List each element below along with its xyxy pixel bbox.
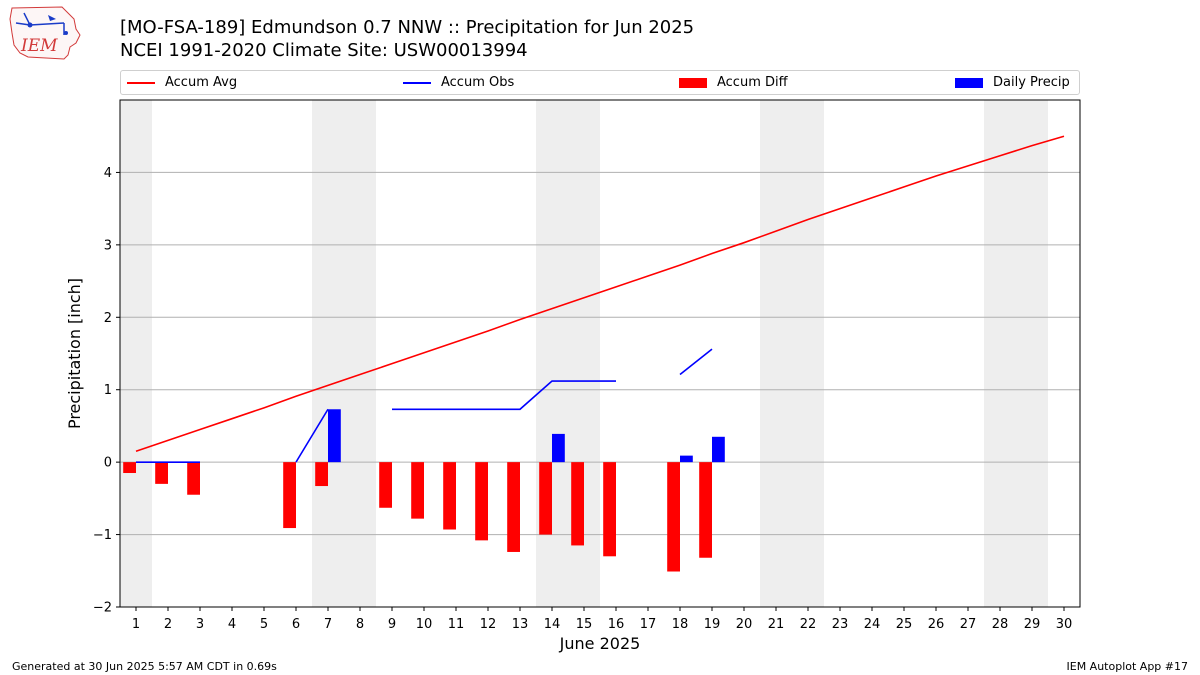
accum-diff-bar bbox=[667, 462, 680, 572]
x-tick-label: 1 bbox=[132, 617, 140, 632]
x-tick-label: 24 bbox=[864, 617, 881, 632]
x-tick-label: 15 bbox=[576, 617, 593, 632]
chart-title: [MO-FSA-189] Edmundson 0.7 NNW :: Precip… bbox=[120, 17, 695, 38]
accum-avg-line bbox=[135, 135, 1065, 453]
x-tick-label: 14 bbox=[544, 617, 561, 632]
x-tick-label: 6 bbox=[292, 617, 300, 632]
chart-subtitle: NCEI 1991-2020 Climate Site: USW00013994 bbox=[120, 40, 528, 61]
y-tick-label: 1 bbox=[104, 383, 112, 398]
legend-swatch-accum-diff bbox=[679, 77, 707, 88]
chart-legend: Accum Avg Accum Obs Accum Diff Daily Pre… bbox=[120, 70, 1080, 95]
x-tick-label: 5 bbox=[260, 617, 268, 632]
generated-footer: Generated at 30 Jun 2025 5:57 AM CDT in … bbox=[12, 660, 277, 673]
x-tick-label: 25 bbox=[896, 617, 913, 632]
x-tick-label: 20 bbox=[736, 617, 753, 632]
legend-swatch-accum-obs bbox=[403, 81, 431, 84]
accum-diff-bar bbox=[507, 462, 520, 552]
x-tick-label: 22 bbox=[800, 617, 817, 632]
legend-label-accum-obs: Accum Obs bbox=[441, 75, 515, 90]
weekend-band bbox=[984, 100, 1016, 607]
x-tick-label: 10 bbox=[416, 617, 433, 632]
x-tick-label: 12 bbox=[480, 617, 497, 632]
x-tick-label: 4 bbox=[228, 617, 236, 632]
x-tick-label: 8 bbox=[356, 617, 364, 632]
legend-item-accum-avg: Accum Avg bbox=[127, 71, 237, 94]
iem-logo: IEM bbox=[9, 6, 81, 60]
x-tick-label: 2 bbox=[164, 617, 172, 632]
x-tick-label: 28 bbox=[992, 617, 1009, 632]
weekend-band bbox=[792, 100, 824, 607]
legend-swatch-daily-precip bbox=[955, 77, 983, 88]
x-tick-label: 17 bbox=[640, 617, 657, 632]
x-tick-label: 9 bbox=[388, 617, 396, 632]
y-tick-label: 4 bbox=[104, 166, 112, 181]
legend-label-accum-avg: Accum Avg bbox=[165, 75, 238, 90]
accum-diff-bar bbox=[571, 462, 584, 546]
accum-diff-bar bbox=[443, 462, 456, 530]
x-tick-label: 23 bbox=[832, 617, 849, 632]
weekend-band bbox=[344, 100, 376, 607]
x-tick-label: 11 bbox=[448, 617, 465, 632]
legend-label-accum-diff: Accum Diff bbox=[717, 75, 788, 90]
y-tick-label: −2 bbox=[93, 601, 112, 616]
weekend-band bbox=[120, 100, 152, 607]
svg-text:IEM: IEM bbox=[20, 36, 58, 56]
weekend-band bbox=[1016, 100, 1048, 607]
accum-diff-bar bbox=[283, 462, 296, 529]
app-footer: IEM Autoplot App #17 bbox=[1066, 660, 1189, 673]
y-tick-label: 0 bbox=[104, 456, 112, 471]
accum-diff-bar bbox=[155, 462, 168, 484]
x-tick-label: 21 bbox=[768, 617, 785, 632]
legend-label-daily-precip: Daily Precip bbox=[993, 75, 1070, 90]
daily-precip-bar bbox=[680, 455, 693, 463]
y-tick-label: 3 bbox=[104, 238, 112, 253]
x-tick-label: 13 bbox=[512, 617, 529, 632]
legend-swatch-accum-avg bbox=[127, 81, 155, 84]
accum-diff-bar bbox=[699, 462, 712, 558]
x-tick-label: 19 bbox=[704, 617, 721, 632]
daily-precip-bar bbox=[328, 409, 341, 463]
accum-diff-bar bbox=[123, 462, 136, 474]
accum-diff-bar bbox=[475, 462, 488, 541]
accum-diff-bar bbox=[315, 462, 328, 487]
x-tick-label: 27 bbox=[960, 617, 977, 632]
x-tick-label: 16 bbox=[608, 617, 625, 632]
accum-diff-bar bbox=[187, 462, 200, 495]
weekend-band bbox=[760, 100, 792, 607]
y-tick-label: −1 bbox=[93, 528, 112, 543]
accum-diff-bar bbox=[539, 462, 552, 535]
y-tick-label: 2 bbox=[104, 311, 112, 326]
x-axis-label: June 2025 bbox=[559, 634, 641, 653]
x-tick-label: 7 bbox=[324, 617, 332, 632]
accum-diff-bar bbox=[603, 462, 616, 557]
x-tick-label: 26 bbox=[928, 617, 945, 632]
plot-frame bbox=[119, 99, 1081, 608]
legend-item-daily-precip: Daily Precip bbox=[955, 71, 1070, 94]
accum-obs-line bbox=[679, 348, 713, 376]
weekend-band bbox=[312, 100, 344, 607]
x-tick-label: 18 bbox=[672, 617, 689, 632]
accum-diff-bar bbox=[411, 462, 424, 519]
legend-item-accum-obs: Accum Obs bbox=[403, 71, 514, 94]
x-tick-label: 29 bbox=[1024, 617, 1041, 632]
accum-obs-line bbox=[295, 408, 329, 463]
x-tick-label: 3 bbox=[196, 617, 204, 632]
accum-diff-bar bbox=[379, 462, 392, 508]
daily-precip-bar bbox=[552, 433, 565, 463]
accum-obs-line bbox=[392, 380, 616, 411]
legend-item-accum-diff: Accum Diff bbox=[679, 71, 788, 94]
daily-precip-bar bbox=[712, 436, 725, 463]
x-tick-label: 30 bbox=[1056, 617, 1073, 632]
y-axis-label: Precipitation [inch] bbox=[65, 278, 84, 429]
